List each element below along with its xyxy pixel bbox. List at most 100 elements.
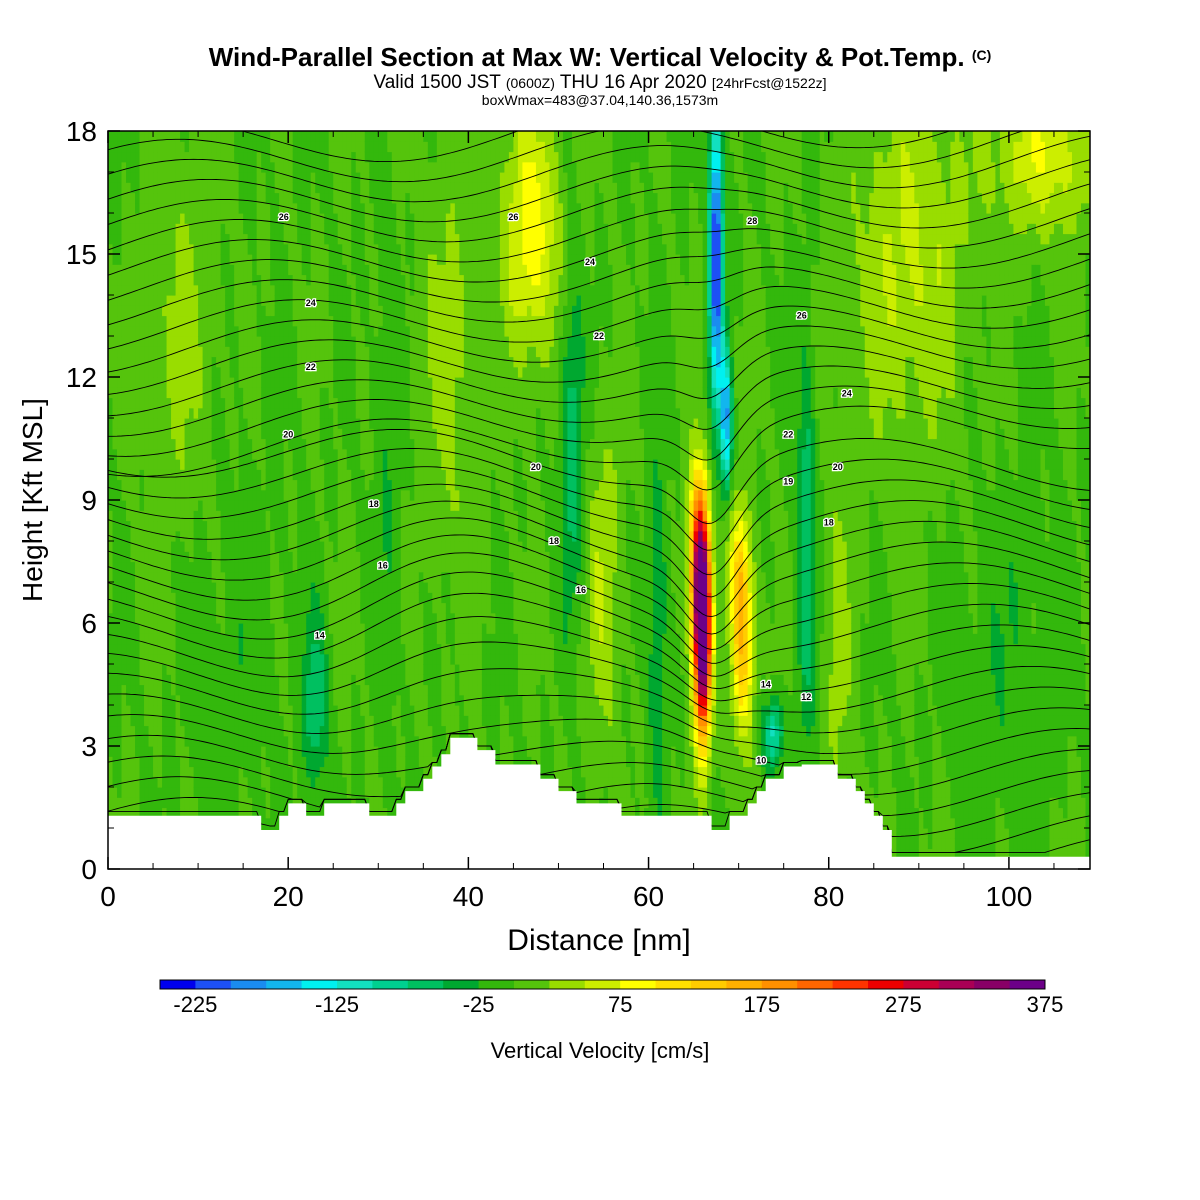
velocity-cell: [207, 387, 213, 399]
velocity-cell: [229, 346, 235, 358]
velocity-cell: [139, 735, 145, 747]
velocity-cell: [351, 684, 357, 696]
velocity-cell: [364, 643, 370, 655]
velocity-cell: [364, 530, 370, 542]
velocity-cell: [261, 151, 267, 163]
velocity-cell: [153, 479, 159, 491]
velocity-cell: [315, 233, 321, 245]
velocity-cell: [166, 387, 172, 399]
velocity-cell: [310, 664, 316, 675]
velocity-cell: [265, 243, 271, 255]
velocity-cell: [342, 284, 348, 296]
velocity-cell: [360, 674, 366, 686]
velocity-cell: [234, 684, 240, 696]
velocity-cell: [270, 520, 276, 532]
velocity-cell: [135, 346, 141, 358]
velocity-cell: [279, 674, 285, 686]
velocity-cell: [288, 633, 294, 645]
velocity-cell: [144, 377, 150, 388]
velocity-cell: [117, 643, 123, 655]
velocity-cell: [202, 602, 208, 614]
velocity-cell: [121, 756, 127, 768]
velocity-cell: [337, 592, 343, 604]
velocity-cell: [355, 192, 361, 204]
velocity-cell: [261, 479, 267, 491]
velocity-cell: [139, 776, 145, 788]
velocity-cell: [306, 643, 312, 655]
velocity-cell: [171, 776, 177, 788]
velocity-cell: [319, 325, 325, 337]
velocity-cell: [121, 489, 127, 501]
velocity-cell: [193, 520, 199, 532]
velocity-cell: [346, 756, 352, 768]
velocity-cell: [328, 141, 334, 153]
velocity-cell: [229, 694, 235, 706]
velocity-cell: [130, 725, 136, 737]
velocity-cell: [337, 397, 343, 409]
velocity-cell: [310, 530, 316, 542]
velocity-cell: [153, 694, 159, 706]
velocity-cell: [261, 223, 267, 235]
velocity-cell: [405, 213, 411, 224]
velocity-cell: [198, 756, 204, 768]
velocity-cell: [333, 346, 339, 358]
velocity-cell: [279, 284, 285, 296]
velocity-cell: [310, 254, 316, 265]
velocity-cell: [342, 295, 348, 306]
velocity-cell: [391, 407, 397, 419]
velocity-cell: [144, 643, 150, 655]
velocity-cell: [121, 448, 127, 460]
velocity-cell: [139, 459, 145, 470]
velocity-cell: [378, 141, 384, 153]
velocity-cell: [238, 643, 244, 655]
velocity-cell: [171, 787, 177, 798]
velocity-cell: [355, 602, 361, 614]
velocity-cell: [301, 541, 307, 552]
velocity-cell: [135, 653, 141, 665]
velocity-cell: [306, 766, 312, 778]
velocity-cell: [333, 305, 339, 317]
velocity-cell: [292, 284, 298, 296]
velocity-cell: [387, 274, 393, 286]
velocity-cell: [337, 520, 343, 532]
velocity-cell: [157, 592, 163, 604]
velocity-cell: [337, 295, 343, 306]
velocity-cell: [364, 192, 370, 204]
velocity-cell: [184, 274, 190, 286]
velocity-cell: [297, 530, 303, 542]
velocity-cell: [270, 694, 276, 706]
velocity-cell: [216, 520, 222, 532]
velocity-cell: [243, 397, 249, 409]
velocity-cell: [225, 397, 231, 409]
velocity-cell: [153, 551, 159, 563]
velocity-cell: [130, 664, 136, 675]
velocity-cell: [112, 233, 118, 245]
velocity-cell: [171, 541, 177, 552]
velocity-cell: [216, 674, 222, 686]
velocity-cell: [135, 633, 141, 645]
velocity-cell: [279, 489, 285, 501]
velocity-cell: [279, 233, 285, 245]
velocity-cell: [234, 151, 240, 163]
velocity-cell: [324, 151, 330, 163]
velocity-cell: [153, 612, 159, 624]
velocity-cell: [382, 202, 388, 214]
velocity-cell: [243, 551, 249, 563]
velocity-cell: [175, 746, 181, 757]
velocity-cell: [360, 366, 366, 378]
velocity-cell: [252, 428, 258, 440]
velocity-cell: [274, 377, 280, 388]
velocity-cell: [216, 633, 222, 645]
velocity-cell: [279, 243, 285, 255]
velocity-cell: [220, 582, 226, 593]
velocity-cell: [414, 284, 420, 296]
velocity-cell: [378, 438, 384, 450]
velocity-cell: [369, 223, 375, 235]
velocity-cell: [229, 807, 235, 819]
velocity-cell: [288, 438, 294, 450]
velocity-cell: [355, 705, 361, 716]
velocity-cell: [171, 735, 177, 747]
velocity-cell: [360, 325, 366, 337]
velocity-cell: [112, 448, 118, 460]
velocity-cell: [108, 653, 114, 665]
